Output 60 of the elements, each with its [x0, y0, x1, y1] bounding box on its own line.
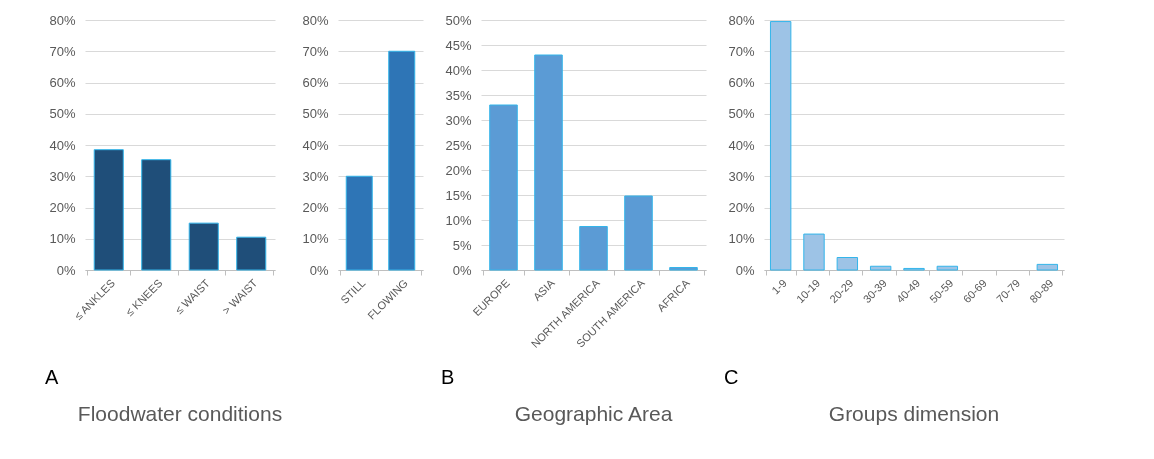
y-tick-label: 80%	[302, 12, 329, 28]
y-tick-label: 0%	[452, 262, 472, 278]
y-tick-label: 50%	[728, 106, 755, 122]
y-tick-label: 30%	[302, 168, 329, 184]
y-tick-label: 20%	[445, 162, 472, 178]
y-tick-label: 0%	[309, 262, 329, 278]
y-tick-label: 30%	[49, 168, 76, 184]
y-tick-label: 60%	[49, 75, 76, 90]
y-tick-label: 80%	[728, 12, 755, 28]
bar	[534, 54, 563, 271]
bar	[1036, 263, 1059, 271]
y-tick-label: 30%	[445, 112, 472, 128]
y-tick-label: 50%	[302, 106, 329, 122]
text: A	[45, 366, 59, 388]
y-tick-label: 5%	[452, 237, 472, 253]
bar	[236, 236, 267, 271]
text: Groups dimension	[828, 402, 1000, 425]
bar	[803, 233, 825, 271]
y-tick-label: 25%	[445, 137, 472, 153]
y-tick-label: 10%	[445, 212, 472, 228]
y-tick-label: 0%	[735, 262, 755, 278]
bar	[836, 257, 859, 271]
text: Geographic Area	[514, 402, 673, 425]
y-tick-label: 10%	[302, 231, 329, 247]
text: C	[724, 366, 739, 388]
y-tick-label: 70%	[302, 43, 329, 59]
y-tick-label: 10%	[728, 231, 755, 247]
y-tick-label: 50%	[445, 12, 472, 28]
y-tick-label: 45%	[445, 37, 472, 53]
y-tick-label: 0%	[56, 262, 76, 278]
bar	[141, 159, 172, 271]
y-tick-label: 20%	[49, 200, 76, 215]
text: B	[441, 366, 455, 388]
y-tick-label: 60%	[302, 75, 329, 90]
y-tick-label: 70%	[49, 43, 76, 59]
bar	[669, 267, 698, 271]
bar	[489, 104, 518, 271]
bar	[579, 226, 608, 271]
bar	[869, 265, 892, 271]
y-tick-label: 15%	[445, 187, 472, 203]
y-tick-label: 10%	[49, 231, 76, 247]
y-tick-label: 35%	[445, 87, 472, 103]
y-tick-label: 50%	[49, 106, 76, 122]
y-tick-label: 60%	[728, 75, 755, 90]
y-tick-label: 70%	[728, 43, 755, 59]
y-tick-label: 40%	[445, 62, 472, 78]
bar	[624, 195, 653, 271]
y-tick-label: 40%	[49, 137, 76, 153]
y-tick-label: 80%	[49, 12, 76, 28]
y-tick-label: 30%	[728, 168, 755, 184]
bar	[93, 149, 124, 271]
x-tick-label: 1-9	[769, 276, 789, 297]
y-tick-label: 20%	[728, 200, 755, 215]
y-tick-label: 40%	[302, 137, 329, 153]
text: Floodwater conditions	[77, 402, 283, 425]
bar	[188, 222, 219, 271]
y-tick-label: 40%	[728, 137, 755, 153]
bar	[936, 265, 959, 271]
y-tick-label: 20%	[302, 200, 329, 215]
bar	[769, 21, 792, 271]
